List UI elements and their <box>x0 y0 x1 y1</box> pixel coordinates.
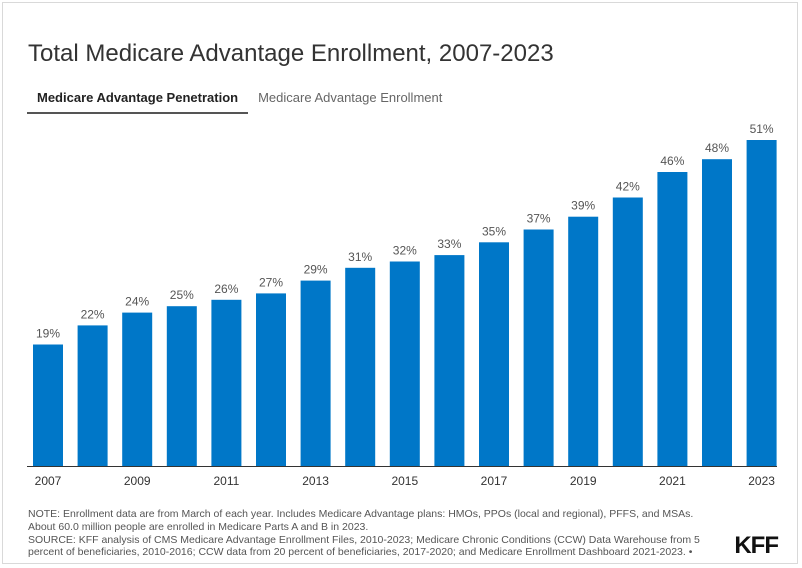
data-label-2019: 39% <box>571 199 595 213</box>
data-label-2022: 48% <box>705 141 729 155</box>
data-label-2010: 25% <box>170 288 194 302</box>
x-tick-label-2023: 2023 <box>748 474 775 488</box>
bar-2012[interactable] <box>256 293 286 466</box>
source-line-1: SOURCE: KFF analysis of CMS Medicare Adv… <box>28 533 700 546</box>
data-label-2009: 24% <box>125 295 149 309</box>
bar-2010[interactable] <box>166 306 197 466</box>
x-tick-label-2015: 2015 <box>391 474 418 488</box>
bar-2021[interactable] <box>657 172 688 466</box>
x-tick-label-2009: 2009 <box>124 474 151 488</box>
bar-chart: 19% 2007 22% 24% 2009 25% 26% 2011 27% 29% 2013 31%… <box>27 122 777 488</box>
data-label-2020: 42% <box>616 180 640 194</box>
x-tick-label-2011: 2011 <box>213 474 239 488</box>
footnotes: NOTE: Enrollment data are from March of … <box>28 508 728 559</box>
data-label-2021: 46% <box>660 154 684 168</box>
bar-2013[interactable] <box>300 280 331 466</box>
bar-2009[interactable] <box>122 312 153 466</box>
bar-2011[interactable] <box>211 299 242 466</box>
data-label-2008: 22% <box>81 307 105 321</box>
chart-tabs: Medicare Advantage Penetration Medicare … <box>27 84 452 114</box>
data-label-2017: 35% <box>482 224 506 238</box>
data-label-2013: 29% <box>304 263 328 277</box>
bar-2007[interactable] <box>33 344 63 467</box>
note-line-2: About 60.0 million people are enrolled i… <box>28 520 369 533</box>
data-label-2012: 27% <box>259 275 283 289</box>
bar-2017[interactable] <box>479 242 509 466</box>
bar-2022[interactable] <box>702 159 732 466</box>
data-label-2014: 31% <box>348 250 372 264</box>
bar-2023[interactable] <box>746 140 777 466</box>
source-line-2: percent of beneficiaries, 2010-2016; CCW… <box>28 546 693 559</box>
note-line-1: NOTE: Enrollment data are from March of … <box>28 508 694 520</box>
x-tick-label-2013: 2013 <box>302 474 329 488</box>
x-tick-label-2007: 2007 <box>35 474 62 488</box>
data-label-2016: 33% <box>437 237 461 251</box>
x-tick-label-2019: 2019 <box>570 474 597 488</box>
bar-2018[interactable] <box>523 229 554 467</box>
bar-2015[interactable] <box>389 261 420 467</box>
data-label-2007: 19% <box>36 327 60 341</box>
bar-2014[interactable] <box>345 267 376 466</box>
data-label-2023: 51% <box>750 122 774 136</box>
bar-2019[interactable] <box>568 216 599 466</box>
tab-enrollment[interactable]: Medicare Advantage Enrollment <box>258 90 443 105</box>
page-title: Total Medicare Advantage Enrollment, 200… <box>28 40 554 67</box>
bar-2020[interactable] <box>612 197 643 467</box>
kff-logo: KFF <box>734 532 779 559</box>
data-label-2011: 26% <box>214 282 238 296</box>
data-label-2018: 37% <box>527 212 551 226</box>
x-tick-label-2017: 2017 <box>481 474 508 488</box>
x-tick-label-2021: 2021 <box>659 474 686 488</box>
bar-2016[interactable] <box>434 255 465 466</box>
data-label-2015: 32% <box>393 244 417 258</box>
bar-2008[interactable] <box>77 325 108 466</box>
tab-penetration[interactable]: Medicare Advantage Penetration <box>27 84 249 114</box>
